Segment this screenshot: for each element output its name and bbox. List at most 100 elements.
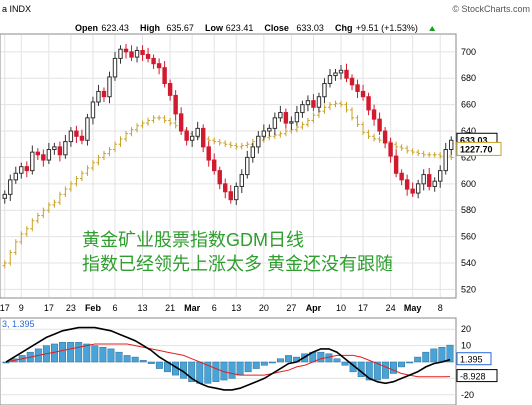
candle-up [261,130,267,137]
date-tick-label: 17 [358,303,368,313]
candle-down [393,155,399,174]
candle-up [2,193,7,199]
candle-down [101,90,107,98]
macd-tick-label: -20 [461,390,474,400]
macd-histogram-bar [285,355,293,363]
candle-down [355,84,360,92]
date-axis: 17 9 17 23 Feb 6 13 21 Mar 6 13 20 27 Apr 10 17 24 May 8 [0,303,443,313]
date-tick-label: 13 [231,303,241,313]
candle-down [360,90,366,98]
price-tick-label: 620 [461,152,476,162]
signal-line [5,343,451,378]
candle-down [366,96,371,111]
macd-histogram-bar [131,356,139,363]
macd-histogram-bar [446,344,454,363]
candle-down [145,53,151,59]
macd-histogram-bar [188,361,196,382]
macd-histogram-bar [212,361,220,382]
macd-histogram-bar [147,361,155,364]
candle-down [162,67,167,85]
macd-histogram-bar [236,361,244,376]
macd-histogram-bar [276,358,284,363]
price-tick-label: 600 [461,179,476,189]
candle-down [140,50,145,55]
quote-row: Open 623.43 High 635.67 Low 623.41 Close 633.03… [75,23,436,33]
macd-histogram-bar [398,361,406,368]
macd-histogram-bar [365,361,373,381]
candle-up [63,141,68,156]
macd-last-tag: 1.395 [460,355,483,365]
candle-up [327,75,333,85]
candle-down [184,130,189,141]
candle-up [289,121,294,124]
candle-up [443,149,448,172]
price-tick-label: 640 [461,126,476,136]
candle-up [68,130,74,143]
quote-label-low: Low [205,23,224,33]
candle-down [24,166,30,172]
candle-up [52,146,57,151]
macd-histogram-bar [430,348,438,363]
candle-down [151,57,156,65]
macd-histogram-bar [107,348,115,363]
price-tick-label: 660 [461,100,476,110]
date-tick-label: 6 [212,303,217,313]
candle-down [57,146,63,156]
candle-down [123,48,129,53]
quote-value-low: 623.41 [226,23,254,33]
signal-last-tag: -8.928 [460,372,486,382]
candle-up [118,48,123,59]
candle-up [316,96,322,108]
candle-up [245,156,250,176]
candle-up [234,185,239,201]
macd-histogram-bar [139,360,147,363]
macd-last-tags: 1.395 -8.928 [456,352,498,383]
macd-histogram-bar [204,361,212,384]
candle-up [195,127,200,137]
macd-histogram-bar [196,361,204,384]
candle-up [30,151,35,172]
macd-histogram-bar [228,361,236,379]
candle-down [173,94,178,115]
macd-histogram-bar [268,361,276,364]
candle-down [217,170,222,185]
candle-up [421,174,426,185]
macd-histogram-bar [260,361,268,366]
macd-tick-label: 10 [461,341,471,351]
macd-histogram-bar [67,342,75,363]
candle-up [432,180,437,187]
macd-histogram-bar [75,342,83,363]
quote-label-chg: Chg [335,23,353,33]
price-tick-label: 560 [461,232,476,242]
price-tick-label: 680 [461,73,476,83]
quote-value-chg: +9.51 (+1.53%) [356,23,418,33]
candle-up [46,149,52,161]
candle-up [250,146,256,158]
date-tick-label: 9 [19,303,24,313]
macd-histogram-bar [406,361,414,364]
candle-down [371,109,377,120]
candle-down [41,154,46,161]
candle-up [449,139,454,151]
gold-last-tag-box [456,141,502,156]
macd-histogram-bar [317,351,325,363]
price-tick-label: 520 [461,284,476,294]
stockcharts-watermark: © StockCharts.com [452,4,530,14]
candle-up [300,104,305,114]
candle-down [404,179,410,190]
candle-up [90,101,96,119]
candle-down [344,69,349,79]
macd-histogram-bar [91,345,99,363]
macd-last-tag-box [456,352,492,366]
candle-down [178,113,184,132]
triangle-up-icon [429,26,436,31]
candle-up [96,90,101,103]
candle-up [112,57,118,78]
price-tick-label: 580 [461,205,476,215]
candle-up [278,112,283,119]
candle-up [189,135,195,141]
price-tick-label: 700 [461,47,476,57]
macd-histogram-bar [244,361,252,373]
